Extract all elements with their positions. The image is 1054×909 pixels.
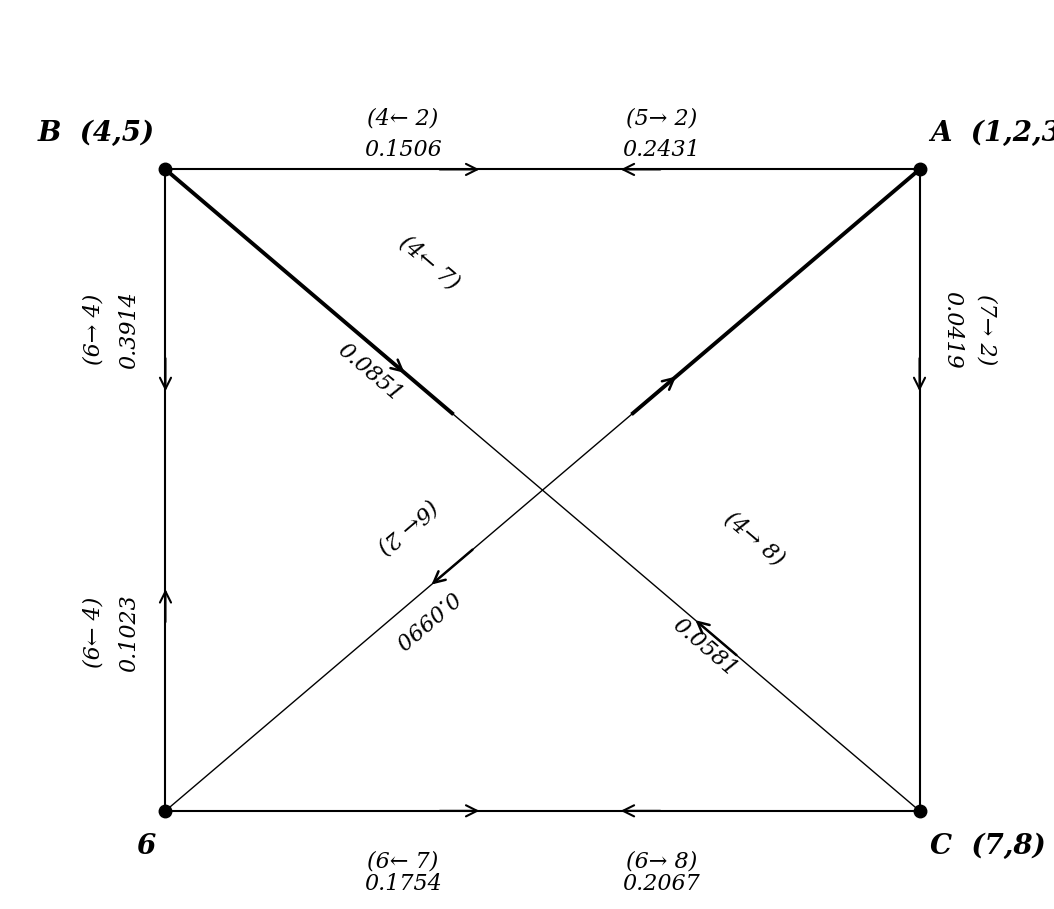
Text: 0.1754: 0.1754	[365, 874, 442, 895]
Text: 0.0581: 0.0581	[668, 614, 741, 682]
Text: (6← 7): (6← 7)	[368, 851, 438, 873]
Text: (4← 7): (4← 7)	[395, 231, 464, 295]
Text: (7→ 2): (7→ 2)	[976, 295, 998, 365]
Text: (5→ 2): (5→ 2)	[626, 107, 697, 129]
Text: A  (1,2,3): A (1,2,3)	[930, 120, 1054, 147]
Text: 0.1506: 0.1506	[365, 138, 442, 161]
Text: 0.1023: 0.1023	[118, 594, 140, 672]
Text: 0.2431: 0.2431	[623, 138, 700, 161]
Text: (6← 2): (6← 2)	[373, 495, 442, 558]
Text: B  (4,5): B (4,5)	[38, 120, 155, 147]
Text: 0.0990: 0.0990	[389, 584, 463, 652]
Text: 0.2067: 0.2067	[623, 874, 700, 895]
Text: (6← 4): (6← 4)	[82, 597, 104, 668]
Text: (6→ 4): (6→ 4)	[82, 295, 104, 365]
Text: 0.0851: 0.0851	[333, 339, 407, 405]
Text: (4← 2): (4← 2)	[368, 107, 438, 129]
Text: (4→ 8): (4→ 8)	[720, 507, 788, 570]
Text: 0.3914: 0.3914	[118, 291, 140, 369]
Text: (6→ 8): (6→ 8)	[626, 851, 697, 873]
Text: 6: 6	[136, 833, 155, 860]
Text: C  (7,8): C (7,8)	[930, 833, 1046, 860]
Text: 0.0419: 0.0419	[941, 291, 963, 369]
